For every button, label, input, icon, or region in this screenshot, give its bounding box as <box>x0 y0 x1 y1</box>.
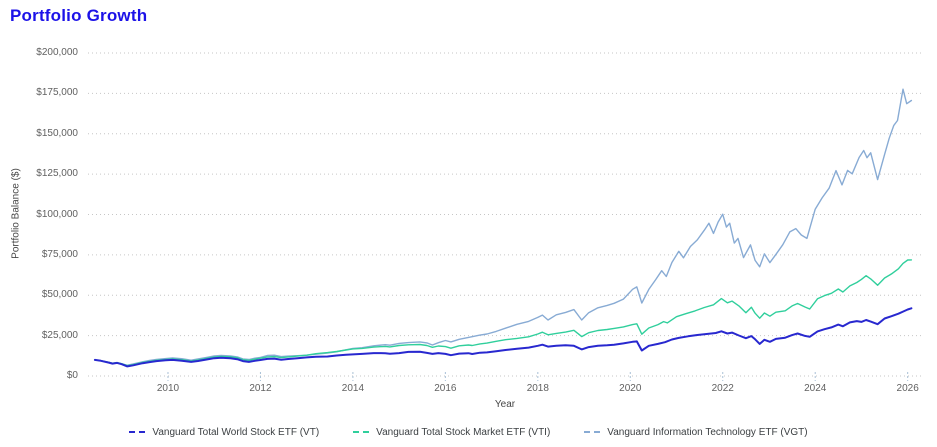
chart-legend: Vanguard Total World Stock ETF (VT) Vang… <box>0 422 937 442</box>
x-axis-title: Year <box>494 399 516 410</box>
gridlines <box>88 52 922 377</box>
y-tick-label: $0 <box>66 370 78 381</box>
x-tick-label: 2020 <box>619 383 642 394</box>
x-tick-label: 2016 <box>434 383 457 394</box>
legend-label-vti: Vanguard Total Stock Market ETF (VTI) <box>376 426 551 438</box>
x-tick-label: 2010 <box>156 383 180 394</box>
x-tick-label: 2024 <box>804 383 827 394</box>
x-tick-label: 2012 <box>249 383 272 394</box>
y-tick-label: $50,000 <box>41 289 78 301</box>
chart-title: Portfolio Growth <box>10 6 148 25</box>
y-axis-title: Portfolio Balance ($) <box>10 168 22 259</box>
series-lines <box>93 88 913 368</box>
y-tick-label: $75,000 <box>41 248 78 260</box>
vt-line-swatch-icon <box>129 431 146 433</box>
series-line-vgt <box>94 88 913 366</box>
legend-item-vgt[interactable]: Vanguard Information Technology ETF (VGT… <box>584 426 808 438</box>
y-tick-label: $200,000 <box>36 47 78 58</box>
series-line-vt <box>93 307 913 368</box>
vti-line-swatch-icon <box>353 431 370 433</box>
x-tick-label: 2014 <box>341 383 365 394</box>
series-line-vti <box>94 259 913 367</box>
x-axis-ticks <box>167 372 909 381</box>
legend-item-vti[interactable]: Vanguard Total Stock Market ETF (VTI) <box>353 427 550 438</box>
y-tick-label: $125,000 <box>36 168 78 180</box>
y-tick-label: $175,000 <box>36 87 78 99</box>
x-tick-label: 2026 <box>896 383 919 394</box>
y-tick-label: $25,000 <box>41 329 78 341</box>
x-tick-label: 2022 <box>711 383 734 394</box>
y-tick-label: $150,000 <box>36 127 78 139</box>
legend-label-vt: Vanguard Total World Stock ETF (VT) <box>152 426 320 438</box>
vgt-line-swatch-icon <box>584 431 601 433</box>
legend-label-vgt: Vanguard Information Technology ETF (VGT… <box>607 426 808 438</box>
x-tick-label: 2018 <box>526 383 549 394</box>
y-tick-label: $100,000 <box>36 208 78 220</box>
legend-item-vt[interactable]: Vanguard Total World Stock ETF (VT) <box>129 427 319 438</box>
